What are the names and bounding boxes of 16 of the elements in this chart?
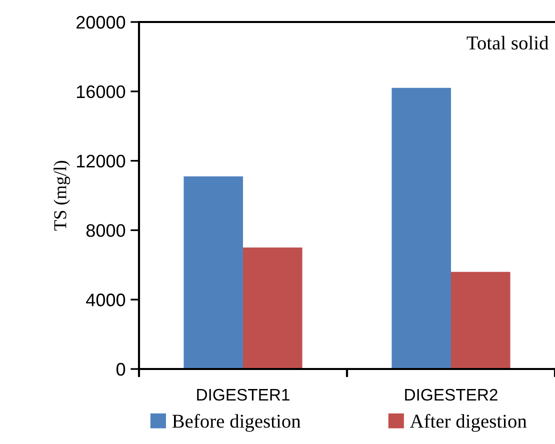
y-tick-label: 20000 [76, 16, 126, 29]
y-axis-title: TS (mg/l) [54, 160, 70, 231]
annotation: Total solid [466, 36, 549, 50]
x-tick-label: DIGESTER1 [197, 388, 290, 401]
bar [243, 248, 302, 369]
legend-label: Before digestion [172, 414, 301, 432]
bar [451, 272, 510, 369]
bar [392, 88, 451, 369]
y-tick-label: 0 [116, 362, 126, 376]
y-tick-label: 8000 [86, 224, 126, 237]
y-tick-label: 4000 [86, 294, 126, 306]
legend-label: After digestion [410, 414, 527, 432]
bar [184, 176, 243, 369]
y-tick-label: 12000 [76, 154, 126, 168]
y-tick-label: 16000 [76, 85, 126, 98]
x-tick-label: DIGESTER2 [405, 388, 498, 401]
